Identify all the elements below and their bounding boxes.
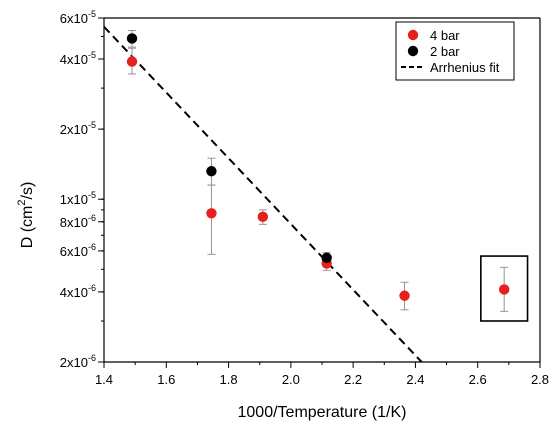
legend-marker [407,29,419,41]
arrhenius-fit-line [103,26,423,363]
axes: 1.4 1.6 1.8 2.0 2.2 2.4 2.6 2.8 2x10-6 4x10-6 6x10… [60,9,549,387]
x-tick-label: 1.6 [157,372,175,387]
data-point-4-bar [399,290,410,301]
data-point-4-bar [126,56,138,67]
legend-marker [407,45,419,57]
x-tick-label: 1.8 [220,372,238,387]
x-tick-label: 2.6 [469,372,487,387]
y-tick-label: 1x10-5 [60,190,96,207]
y-tick-label: 6x10-5 [60,9,96,26]
y-axis-label: D (cm2/s) [16,182,36,249]
plot-marks [103,26,529,363]
y-tick-label: 6x10-6 [60,242,96,259]
legend-label: Arrhenius fit [430,60,500,75]
errorbar [207,184,216,255]
data-point-4-bar [257,211,269,223]
y-tick-label: 2x10-6 [60,353,96,370]
y-tick-label: 2x10-5 [60,120,96,137]
legend-label: 2 bar [430,44,460,59]
y-tick-label: 8x10-6 [60,213,96,230]
x-tick-label: 1.4 [95,372,113,387]
x-axis-label: 1000/Temperature (1/K) [238,404,407,421]
x-tick-label: 2.4 [406,372,424,387]
data-point-4-bar [498,284,510,295]
data-point-4-bar [206,208,217,219]
y-tick-label: 4x10-6 [60,283,96,300]
data-point-2-bar [321,252,332,264]
highlight-box [480,255,529,322]
x-tick-label: 2.8 [531,372,549,387]
y-tick-label: 4x10-5 [60,50,96,67]
x-tick-label: 2.2 [344,372,362,387]
legend-label: 4 bar [430,28,460,43]
data-point-2-bar [126,33,138,44]
data-point-2-bar [206,165,217,177]
x-tick-label: 2.0 [282,372,300,387]
